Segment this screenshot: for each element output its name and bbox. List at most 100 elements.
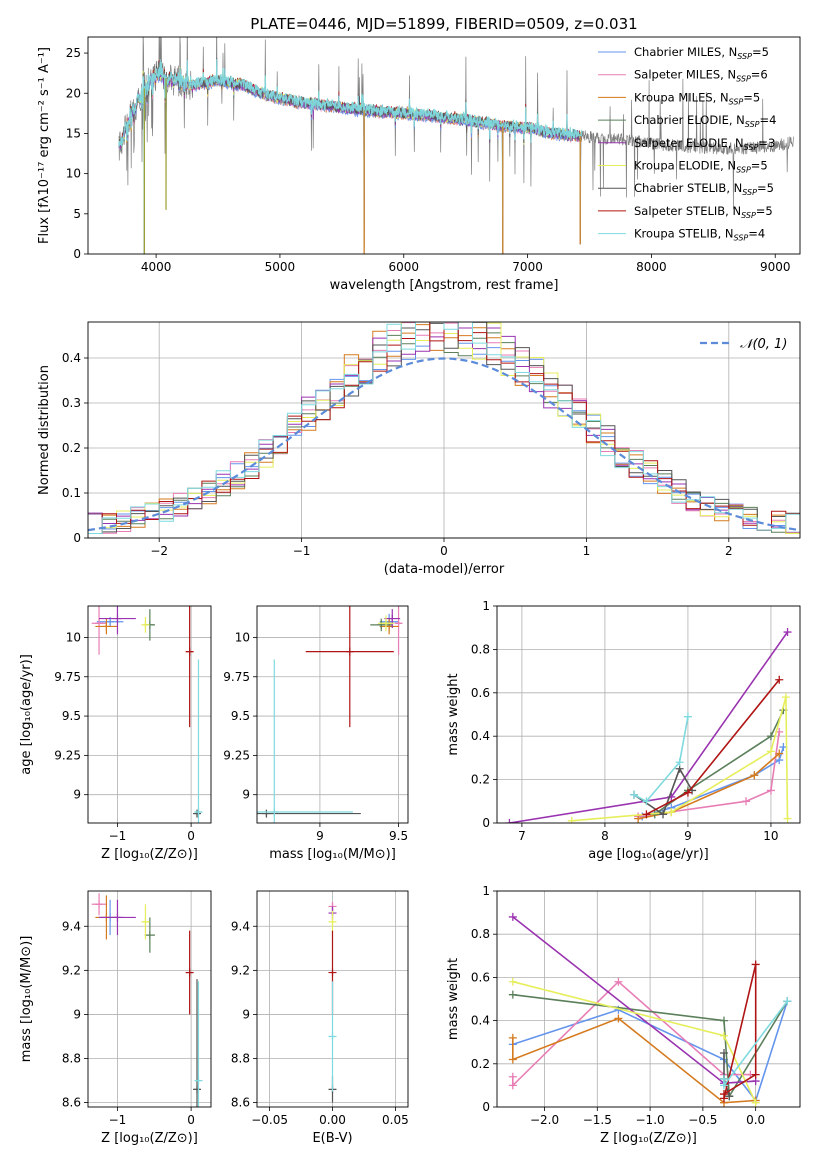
legend-entry: Chabrier ELODIE, NSSP=4 bbox=[634, 113, 776, 129]
data-point bbox=[377, 620, 386, 629]
y-axis-label: age [log₁₀(age/yr)] bbox=[19, 654, 34, 775]
series-point bbox=[783, 814, 792, 823]
x-tick-label: 5000 bbox=[265, 260, 296, 274]
y-tick-label: 0.6 bbox=[471, 970, 490, 984]
data-point bbox=[141, 917, 150, 926]
y-tick-label: 9.75 bbox=[223, 670, 250, 684]
series-line bbox=[654, 709, 785, 815]
series-point bbox=[614, 977, 623, 986]
x-tick-label: −1.0 bbox=[636, 1113, 665, 1127]
data-point bbox=[262, 809, 271, 818]
y-tick-label: 0.2 bbox=[471, 773, 490, 787]
series-point bbox=[508, 1055, 517, 1064]
legend-entry: Kroupa ELODIE, NSSP=5 bbox=[634, 159, 768, 175]
legend-subscript: SSP bbox=[744, 143, 759, 152]
series-point bbox=[508, 977, 517, 986]
series-point bbox=[766, 747, 775, 756]
y-tick-label: 8.8 bbox=[231, 1052, 250, 1066]
series-point bbox=[719, 1090, 728, 1099]
chart-weight-age: 7 8 9 10 0 0.2 0.4 0.6 0.8 1 age [log₁₀(age/yr)] ma… bbox=[446, 599, 801, 862]
series-point bbox=[719, 1081, 728, 1090]
series-point bbox=[775, 675, 784, 684]
legend-entry: Chabrier MILES, NSSP=5 bbox=[634, 45, 769, 61]
y-tick-label: 9 bbox=[242, 788, 250, 802]
y-tick-label: 0.4 bbox=[62, 351, 81, 365]
x-tick-label: 4000 bbox=[141, 260, 172, 274]
y-tick-label: 1 bbox=[482, 599, 490, 613]
y-tick-label: 25 bbox=[66, 46, 81, 60]
series-line bbox=[509, 631, 789, 823]
legend-name: Chabrier ELODIE, N bbox=[634, 113, 745, 127]
y-tick-label: 8.8 bbox=[62, 1052, 81, 1066]
series-point bbox=[659, 810, 668, 819]
series-point bbox=[683, 788, 692, 797]
legend-entry: Salpeter STELIB, NSSP=5 bbox=[634, 204, 773, 220]
y-tick-label: 9.5 bbox=[62, 709, 81, 723]
y-tick-label: 10 bbox=[66, 630, 81, 644]
data-point bbox=[193, 1085, 202, 1094]
data-point bbox=[328, 917, 337, 926]
series-point bbox=[766, 732, 775, 741]
x-tick-label: 0 bbox=[187, 1113, 195, 1127]
series-point bbox=[719, 1031, 728, 1040]
x-tick-label: 9000 bbox=[760, 260, 791, 274]
legend-suffix: =5 bbox=[743, 90, 760, 104]
y-axis-label: mass weight bbox=[446, 673, 461, 755]
legend-subscript: SSP bbox=[745, 120, 760, 129]
plot-area bbox=[118, 37, 794, 254]
x-tick-label: 7000 bbox=[512, 260, 543, 274]
chart-age-mass: 9 9.5 9 9.25 9.5 9.75 10 mass [log₁₀(M/M⊙)] bbox=[223, 605, 409, 862]
legend-name: Salpeter MILES, N bbox=[634, 68, 736, 82]
x-tick-label: 9.5 bbox=[389, 829, 408, 843]
y-tick-label: 9.2 bbox=[231, 963, 250, 977]
histogram-step bbox=[88, 322, 800, 534]
y-tick-label: 0 bbox=[482, 1100, 490, 1114]
y-tick-label: 15 bbox=[66, 126, 81, 140]
series-point bbox=[505, 819, 514, 823]
x-axis-label: Z [log₁₀(Z/Z⊙)] bbox=[600, 1131, 697, 1146]
legend-entry: Salpeter ELODIE, NSSP=3 bbox=[634, 136, 775, 152]
y-tick-label: 0.6 bbox=[471, 686, 490, 700]
chart-spectrum: 4000 5000 6000 7000 8000 9000 0 5 10 15 20 25 wavele… bbox=[37, 36, 801, 293]
series-point bbox=[508, 1072, 517, 1081]
x-tick-label: 0 bbox=[187, 829, 195, 843]
x-tick-label: 0.00 bbox=[319, 1113, 346, 1127]
y-tick-label: 8.6 bbox=[62, 1096, 81, 1110]
y-tick-label: 0 bbox=[73, 247, 81, 261]
x-tick-label: 0 bbox=[440, 544, 448, 558]
model-spectrum-line bbox=[118, 58, 583, 254]
x-tick-label: −1 bbox=[109, 1113, 127, 1127]
legend-suffix: =3 bbox=[758, 136, 775, 150]
series-point bbox=[783, 628, 792, 637]
axes-frame bbox=[496, 890, 801, 1108]
data-point bbox=[345, 647, 354, 656]
series-point bbox=[634, 814, 643, 823]
legend-name: Chabrier MILES, N bbox=[634, 45, 737, 59]
y-tick-label: 10 bbox=[235, 630, 250, 644]
data-point bbox=[394, 619, 403, 628]
x-tick-label: 8000 bbox=[636, 260, 667, 274]
legend-entry: Salpeter MILES, NSSP=6 bbox=[634, 68, 768, 84]
y-tick-label: 10 bbox=[66, 167, 81, 181]
series-point bbox=[508, 1081, 517, 1090]
y-tick-label: 0.4 bbox=[471, 729, 490, 743]
data-point bbox=[113, 614, 122, 623]
y-tick-label: 9.4 bbox=[231, 919, 250, 933]
axes-frame bbox=[87, 321, 801, 539]
legend-subscript: SSP bbox=[734, 234, 749, 243]
y-tick-label: 0.2 bbox=[471, 1057, 490, 1071]
chart-mass-EBV: −0.05 0.00 0.05 8.6 8.8 9 9.2 9.4 E(B-V) bbox=[231, 890, 409, 1146]
plot-area bbox=[91, 606, 203, 823]
legend-suffix: =5 bbox=[756, 204, 773, 218]
legend-suffix: =5 bbox=[757, 181, 774, 195]
x-axis-label: (data-model)/error bbox=[384, 562, 505, 577]
series-point bbox=[781, 693, 790, 702]
data-point bbox=[194, 807, 203, 816]
x-tick-label: 1 bbox=[583, 544, 591, 558]
y-tick-label: 0.1 bbox=[62, 486, 81, 500]
series-point bbox=[751, 960, 760, 969]
data-point bbox=[185, 968, 194, 977]
x-tick-label: −0.5 bbox=[688, 1113, 717, 1127]
data-point bbox=[388, 614, 397, 623]
series-point bbox=[629, 790, 638, 799]
